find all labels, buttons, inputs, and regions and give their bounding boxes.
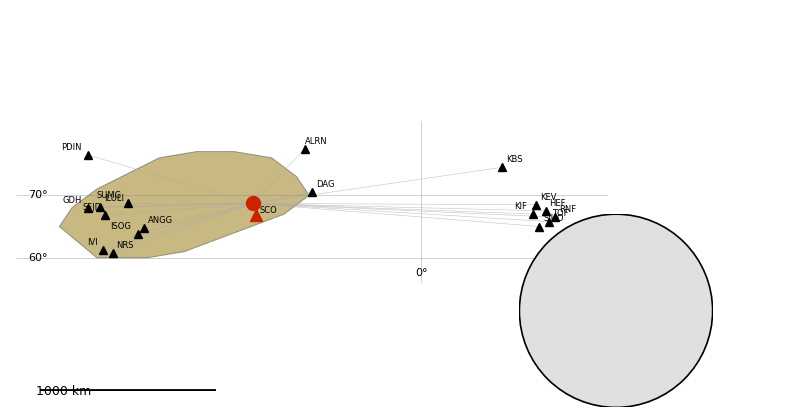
- Text: PDIN: PDIN: [61, 143, 82, 152]
- Polygon shape: [60, 152, 309, 258]
- Text: KBS: KBS: [506, 155, 522, 164]
- Text: SUMG: SUMG: [97, 192, 122, 200]
- Text: IVI: IVI: [87, 238, 98, 247]
- Text: SFJD: SFJD: [82, 203, 102, 212]
- Text: 1000 km: 1000 km: [36, 385, 92, 398]
- Text: 0°: 0°: [415, 268, 427, 278]
- Text: ILULI: ILULI: [104, 194, 124, 203]
- Text: KIF: KIF: [514, 202, 527, 211]
- Text: KEV: KEV: [540, 193, 557, 202]
- Text: SJUO: SJUO: [543, 215, 564, 223]
- Text: TOF: TOF: [553, 210, 569, 218]
- Ellipse shape: [519, 214, 713, 407]
- Text: SCO: SCO: [259, 206, 277, 215]
- Text: NRS: NRS: [116, 241, 134, 249]
- Text: RNF: RNF: [558, 205, 576, 214]
- Text: DAG: DAG: [316, 180, 334, 189]
- Text: ANGG: ANGG: [147, 215, 173, 225]
- Text: 70°: 70°: [29, 190, 48, 200]
- Text: 60°: 60°: [29, 253, 48, 262]
- Text: HEF: HEF: [550, 199, 566, 208]
- Text: ISOG: ISOG: [110, 222, 131, 231]
- Text: GDH: GDH: [62, 196, 82, 205]
- Text: ALRN: ALRN: [305, 136, 328, 145]
